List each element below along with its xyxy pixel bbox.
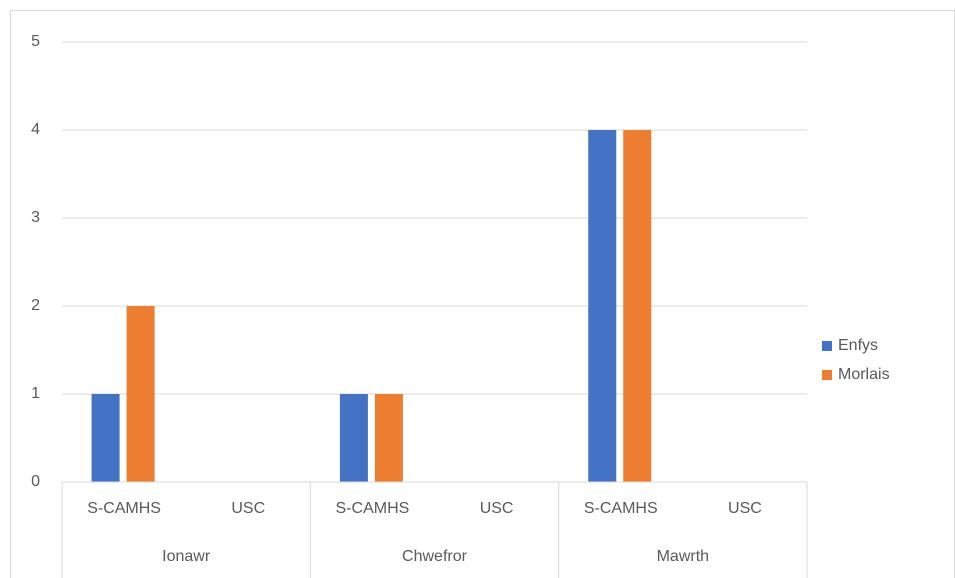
y-tick-label: 0 — [31, 473, 40, 490]
legend-label: Enfys — [838, 337, 878, 354]
legend-swatch — [822, 370, 832, 380]
group-label: Mawrth — [657, 548, 709, 565]
legend-swatch — [822, 341, 832, 351]
bar — [623, 130, 652, 482]
group-label: Chwefror — [402, 548, 468, 565]
x-tick-label: S-CAMHS — [336, 500, 410, 517]
bar — [126, 306, 155, 482]
y-tick-label: 1 — [31, 385, 40, 402]
y-tick-label: 5 — [31, 33, 40, 50]
x-tick-label: USC — [480, 500, 514, 517]
bar — [339, 394, 368, 482]
x-tick-label: USC — [231, 500, 265, 517]
legend-label: Morlais — [838, 366, 890, 383]
chart-border — [10, 10, 955, 578]
y-tick-label: 3 — [31, 209, 40, 226]
y-tick-label: 2 — [31, 297, 40, 314]
bar — [91, 394, 120, 482]
x-tick-label: S-CAMHS — [87, 500, 161, 517]
x-tick-label: S-CAMHS — [584, 500, 658, 517]
group-label: Ionawr — [162, 548, 211, 565]
bar — [374, 394, 403, 482]
x-tick-label: USC — [728, 500, 762, 517]
y-tick-label: 4 — [31, 121, 40, 138]
bar — [588, 130, 617, 482]
